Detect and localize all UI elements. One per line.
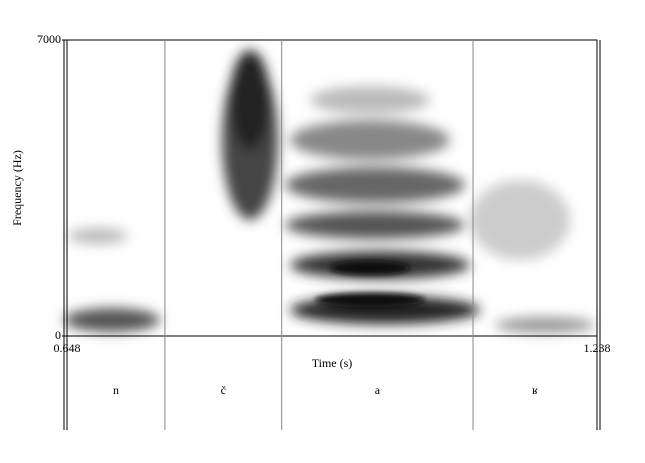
spectrogram-image (64, 50, 595, 333)
segment-label: č (221, 383, 226, 397)
y-tick-label: 0 (55, 328, 61, 342)
plot-frame (66, 39, 598, 337)
segment-label: n (113, 383, 119, 397)
x-tick-label: 1.238 (584, 341, 611, 355)
segment-label: a (375, 383, 381, 397)
segment-label: ʁ (532, 383, 538, 397)
x-tick-label: 0.648 (54, 341, 81, 355)
y-tick-label: 7000 (37, 32, 61, 46)
x-axis-label: Time (s) (312, 356, 353, 370)
y-axis-label: Frequency (Hz) (10, 150, 24, 226)
